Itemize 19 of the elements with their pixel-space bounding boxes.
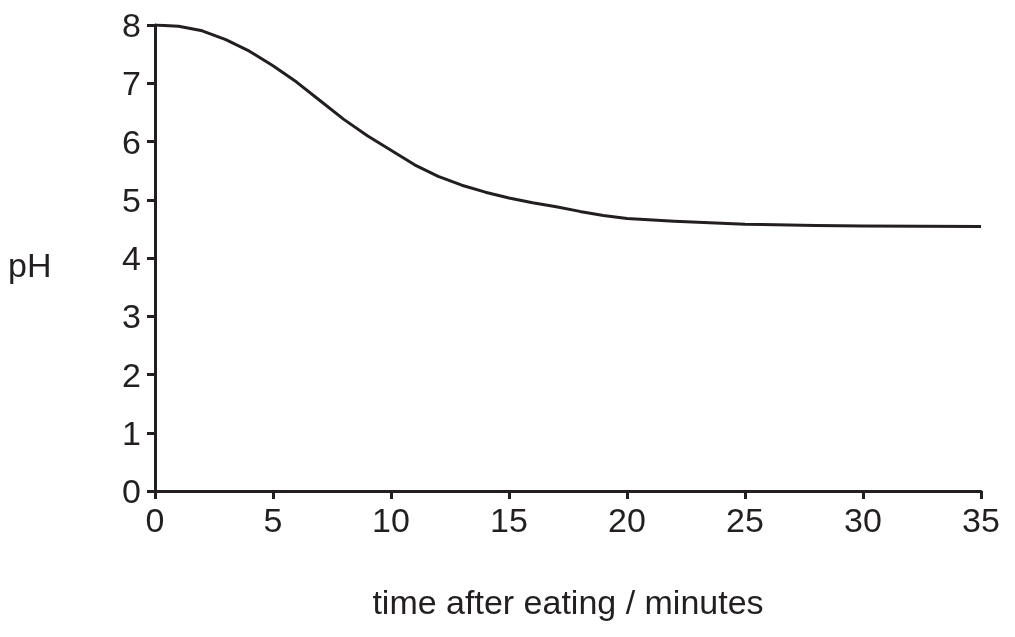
y-tick-label: 0 (122, 472, 141, 510)
x-tick-label: 10 (372, 501, 410, 539)
x-tick-label: 5 (263, 501, 283, 539)
y-tick-label: 2 (122, 355, 141, 394)
x-axis-title: time after eating / minutes (372, 583, 764, 621)
y-tick-label: 7 (122, 64, 141, 103)
y-tick-label: 6 (122, 122, 141, 161)
y-axis-title: pH (8, 246, 52, 284)
y-tick-label: 8 (122, 6, 141, 44)
x-tick-label: 35 (962, 501, 1000, 539)
y-tick-label: 4 (122, 239, 141, 277)
x-tick-label: 30 (844, 501, 882, 539)
y-tick-label: 5 (122, 180, 141, 219)
y-tick-label: 3 (122, 297, 141, 336)
x-tick-label: 0 (145, 501, 165, 539)
y-tick-label: 1 (122, 413, 141, 452)
x-tick-label: 20 (608, 501, 646, 539)
x-tick-label: 25 (726, 501, 764, 539)
x-tick-label: 15 (490, 501, 528, 539)
